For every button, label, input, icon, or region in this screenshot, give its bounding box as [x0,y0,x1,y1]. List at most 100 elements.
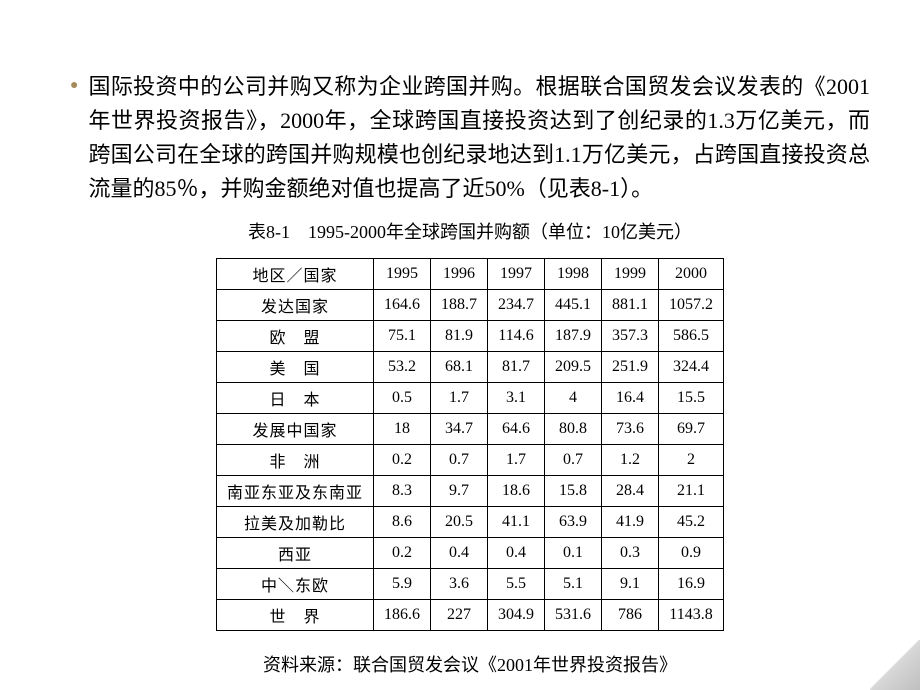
value-cell: 0.2 [374,538,431,569]
value-cell: 1143.8 [659,600,724,631]
value-cell: 0.4 [488,538,545,569]
value-cell: 69.7 [659,414,724,445]
page-corner-fold-icon [870,640,920,690]
value-cell: 20.5 [431,507,488,538]
value-cell: 0.9 [659,538,724,569]
value-cell: 1057.2 [659,290,724,321]
value-cell: 16.9 [659,569,724,600]
value-cell: 0.1 [545,538,602,569]
value-cell: 63.9 [545,507,602,538]
table-row: 非 洲0.20.71.70.71.22 [216,445,723,476]
table-row: 发展中国家1834.764.680.873.669.7 [216,414,723,445]
value-cell: 251.9 [602,352,659,383]
value-cell: 1.2 [602,445,659,476]
value-cell: 187.9 [545,321,602,352]
region-cell: 美 国 [216,352,373,383]
table-row: 美 国53.268.181.7209.5251.9324.4 [216,352,723,383]
value-cell: 45.2 [659,507,724,538]
header-region: 地区／国家 [216,259,373,290]
table-row: 拉美及加勒比8.620.541.163.941.945.2 [216,507,723,538]
value-cell: 3.1 [488,383,545,414]
value-cell: 81.7 [488,352,545,383]
header-year: 1996 [431,259,488,290]
region-cell: 世 界 [216,600,373,631]
value-cell: 0.2 [374,445,431,476]
table-row: 西亚0.20.40.40.10.30.9 [216,538,723,569]
value-cell: 4 [545,383,602,414]
value-cell: 0.3 [602,538,659,569]
value-cell: 15.8 [545,476,602,507]
value-cell: 68.1 [431,352,488,383]
value-cell: 41.1 [488,507,545,538]
header-year: 2000 [659,259,724,290]
value-cell: 114.6 [488,321,545,352]
value-cell: 28.4 [602,476,659,507]
value-cell: 164.6 [374,290,431,321]
value-cell: 34.7 [431,414,488,445]
table-row: 南亚东亚及东南亚8.39.718.615.828.421.1 [216,476,723,507]
region-cell: 中＼东欧 [216,569,373,600]
value-cell: 9.1 [602,569,659,600]
value-cell: 786 [602,600,659,631]
value-cell: 0.4 [431,538,488,569]
table-row: 发达国家164.6188.7234.7445.1881.11057.2 [216,290,723,321]
value-cell: 41.9 [602,507,659,538]
table-caption: 表8-1 1995-2000年全球跨国并购额（单位：10亿美元） [70,218,870,244]
region-cell: 发展中国家 [216,414,373,445]
main-paragraph: 国际投资中的公司并购又称为企业跨国并购。根据联合国贸发会议发表的《2001年世界… [88,70,870,206]
table-source: 资料来源：联合国贸发会议《2001年世界投资报告》 [70,651,870,677]
value-cell: 15.5 [659,383,724,414]
value-cell: 75.1 [374,321,431,352]
value-cell: 0.7 [431,445,488,476]
table-row: 中＼东欧5.93.65.55.19.116.9 [216,569,723,600]
value-cell: 64.6 [488,414,545,445]
value-cell: 1.7 [431,383,488,414]
value-cell: 5.9 [374,569,431,600]
header-year: 1998 [545,259,602,290]
value-cell: 304.9 [488,600,545,631]
header-year: 1999 [602,259,659,290]
value-cell: 209.5 [545,352,602,383]
value-cell: 227 [431,600,488,631]
value-cell: 186.6 [374,600,431,631]
value-cell: 16.4 [602,383,659,414]
region-cell: 拉美及加勒比 [216,507,373,538]
region-cell: 非 洲 [216,445,373,476]
value-cell: 8.6 [374,507,431,538]
merger-data-table: 地区／国家 1995 1996 1997 1998 1999 2000 发达国家… [216,258,724,631]
slide-container: ● 国际投资中的公司并购又称为企业跨国并购。根据联合国贸发会议发表的《2001年… [0,0,920,690]
value-cell: 21.1 [659,476,724,507]
value-cell: 18 [374,414,431,445]
region-cell: 欧 盟 [216,321,373,352]
header-year: 1997 [488,259,545,290]
value-cell: 586.5 [659,321,724,352]
value-cell: 5.1 [545,569,602,600]
value-cell: 188.7 [431,290,488,321]
region-cell: 发达国家 [216,290,373,321]
value-cell: 81.9 [431,321,488,352]
bullet-icon: ● [70,78,78,94]
bullet-paragraph-row: ● 国际投资中的公司并购又称为企业跨国并购。根据联合国贸发会议发表的《2001年… [70,70,870,206]
value-cell: 357.3 [602,321,659,352]
value-cell: 0.5 [374,383,431,414]
value-cell: 531.6 [545,600,602,631]
value-cell: 8.3 [374,476,431,507]
value-cell: 234.7 [488,290,545,321]
value-cell: 1.7 [488,445,545,476]
value-cell: 324.4 [659,352,724,383]
table-row: 欧 盟75.181.9114.6187.9357.3586.5 [216,321,723,352]
value-cell: 53.2 [374,352,431,383]
value-cell: 445.1 [545,290,602,321]
value-cell: 5.5 [488,569,545,600]
value-cell: 18.6 [488,476,545,507]
value-cell: 881.1 [602,290,659,321]
table-row: 日 本0.51.73.1416.415.5 [216,383,723,414]
value-cell: 2 [659,445,724,476]
table-row: 世 界186.6227304.9531.67861143.8 [216,600,723,631]
region-cell: 日 本 [216,383,373,414]
value-cell: 80.8 [545,414,602,445]
value-cell: 0.7 [545,445,602,476]
value-cell: 3.6 [431,569,488,600]
region-cell: 西亚 [216,538,373,569]
region-cell: 南亚东亚及东南亚 [216,476,373,507]
